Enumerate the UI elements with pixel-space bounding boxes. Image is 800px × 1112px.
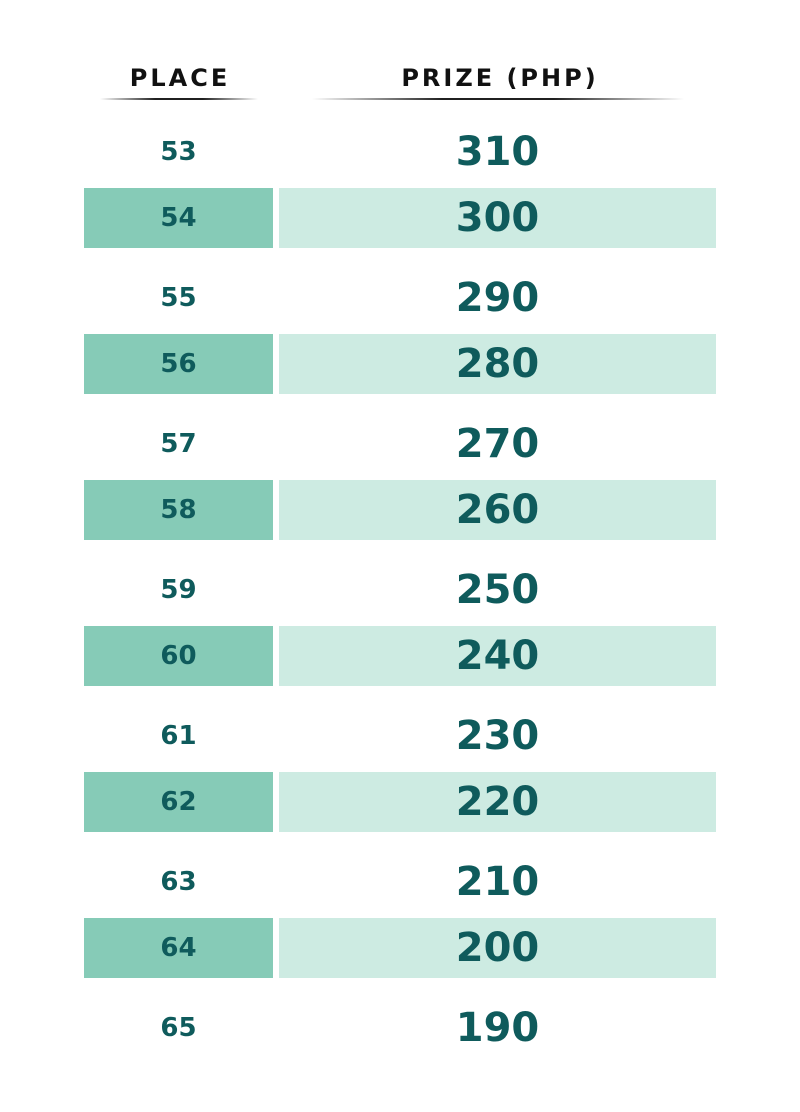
table-row: 58 260: [84, 480, 716, 540]
place-cell: 58: [84, 480, 273, 540]
prize-cell: 300: [279, 188, 716, 248]
place-header-rule: [100, 98, 258, 100]
place-cell: 61: [160, 721, 197, 751]
prize-cell: 290: [455, 275, 540, 321]
place-cell: 62: [84, 772, 273, 832]
place-column-header: PLACE: [129, 64, 231, 92]
prize-cell: 310: [455, 129, 540, 175]
table-row: 56 280: [84, 334, 716, 394]
table-row: 60 240: [84, 626, 716, 686]
place-cell: 63: [160, 867, 197, 897]
table-row: 64 200: [84, 918, 716, 978]
place-cell: 64: [84, 918, 273, 978]
prize-cell: 260: [279, 480, 716, 540]
prize-cell: 230: [455, 713, 540, 759]
place-cell: 57: [160, 429, 197, 459]
place-cell: 65: [160, 1013, 197, 1043]
place-cell: 60: [84, 626, 273, 686]
prize-cell: 250: [455, 567, 540, 613]
prize-cell: 240: [279, 626, 716, 686]
place-cell: 59: [160, 575, 197, 605]
prize-cell: 270: [455, 421, 540, 467]
prize-cell: 280: [279, 334, 716, 394]
table-row: 62 220: [84, 772, 716, 832]
prize-header-rule: [312, 98, 684, 100]
prize-cell: 220: [279, 772, 716, 832]
table-row: 63 210: [84, 846, 716, 918]
table-row: 61 230: [84, 700, 716, 772]
table-row: 54 300: [84, 188, 716, 248]
place-cell: 54: [84, 188, 273, 248]
prize-table: 53 310 54 300 55 290 56 280 57 270 58 26…: [84, 116, 716, 1064]
prize-column-header: PRIZE (PHP): [401, 64, 599, 92]
prize-cell: 190: [455, 1005, 540, 1051]
prize-cell: 200: [279, 918, 716, 978]
table-row: 57 270: [84, 408, 716, 480]
table-row: 59 250: [84, 554, 716, 626]
place-cell: 53: [160, 137, 197, 167]
prize-cell: 210: [455, 859, 540, 905]
table-row: 53 310: [84, 116, 716, 188]
place-cell: 55: [160, 283, 197, 313]
table-header: PLACE PRIZE (PHP): [0, 0, 800, 110]
table-row: 55 290: [84, 262, 716, 334]
place-cell: 56: [84, 334, 273, 394]
table-row: 65 190: [84, 992, 716, 1064]
